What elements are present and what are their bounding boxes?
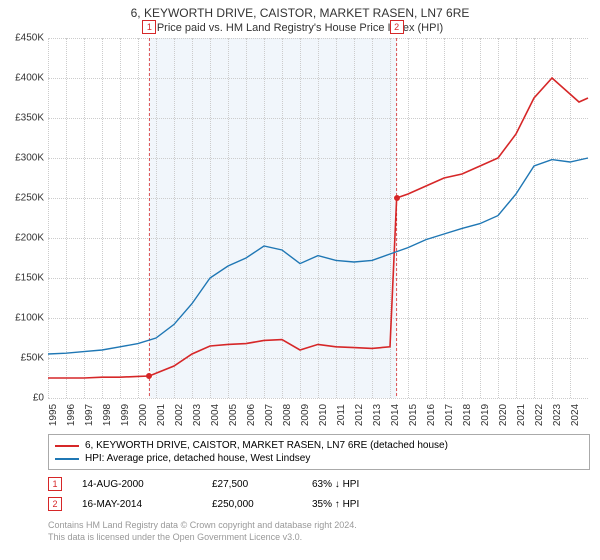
y-axis-tick: £150K bbox=[0, 273, 44, 284]
footer-line: This data is licensed under the Open Gov… bbox=[48, 532, 590, 544]
x-axis-tick: 2003 bbox=[192, 404, 203, 426]
x-axis-tick: 2001 bbox=[156, 404, 167, 426]
x-axis-tick: 2009 bbox=[300, 404, 311, 426]
transaction-price: £27,500 bbox=[212, 479, 292, 490]
sale-marker-label: 1 bbox=[142, 20, 156, 34]
x-axis-tick: 1998 bbox=[102, 404, 113, 426]
y-axis-tick: £450K bbox=[0, 33, 44, 44]
transaction-date: 16-MAY-2014 bbox=[82, 499, 192, 510]
x-axis-tick: 2012 bbox=[354, 404, 365, 426]
x-axis-tick: 2011 bbox=[336, 404, 347, 426]
chart-subtitle: Price paid vs. HM Land Registry's House … bbox=[0, 20, 600, 38]
x-axis-tick: 1995 bbox=[48, 404, 59, 426]
x-axis-tick: 2017 bbox=[444, 404, 455, 426]
transaction-row: 1 14-AUG-2000 £27,500 63% ↓ HPI bbox=[48, 474, 590, 494]
legend-item-property: 6, KEYWORTH DRIVE, CAISTOR, MARKET RASEN… bbox=[55, 439, 583, 452]
y-axis-tick: £100K bbox=[0, 313, 44, 324]
x-axis-tick: 2007 bbox=[264, 404, 275, 426]
y-axis-tick: £250K bbox=[0, 192, 44, 203]
x-axis-tick: 2018 bbox=[462, 404, 473, 426]
x-axis-tick: 2000 bbox=[138, 404, 149, 426]
series-line-hpi bbox=[48, 158, 588, 354]
x-axis-tick: 2022 bbox=[534, 404, 545, 426]
x-axis-tick: 1997 bbox=[84, 404, 95, 426]
chart-plot-area: £0£50K£100K£150K£200K£250K£300K£350K£400… bbox=[48, 38, 588, 398]
x-axis-tick: 2021 bbox=[516, 404, 527, 426]
transaction-price: £250,000 bbox=[212, 499, 292, 510]
x-axis-tick: 2005 bbox=[228, 404, 239, 426]
footer-attribution: Contains HM Land Registry data © Crown c… bbox=[48, 520, 590, 543]
legend-item-hpi: HPI: Average price, detached house, West… bbox=[55, 452, 583, 465]
series-line-property bbox=[48, 78, 588, 378]
transaction-date: 14-AUG-2000 bbox=[82, 479, 192, 490]
legend: 6, KEYWORTH DRIVE, CAISTOR, MARKET RASEN… bbox=[48, 434, 590, 470]
legend-swatch bbox=[55, 445, 79, 447]
x-axis-tick: 2019 bbox=[480, 404, 491, 426]
x-axis-tick: 2016 bbox=[426, 404, 437, 426]
x-axis-tick: 2015 bbox=[408, 404, 419, 426]
x-axis-tick: 2010 bbox=[318, 404, 329, 426]
x-axis-tick: 2002 bbox=[174, 404, 185, 426]
transaction-table: 1 14-AUG-2000 £27,500 63% ↓ HPI 2 16-MAY… bbox=[48, 474, 590, 514]
x-axis-tick: 2014 bbox=[390, 404, 401, 426]
y-axis-tick: £0 bbox=[0, 393, 44, 404]
y-axis-tick: £50K bbox=[0, 352, 44, 363]
x-axis-tick: 2023 bbox=[552, 404, 563, 426]
transaction-pct: 63% ↓ HPI bbox=[312, 479, 402, 490]
y-axis-tick: £200K bbox=[0, 233, 44, 244]
y-axis-tick: £400K bbox=[0, 72, 44, 83]
x-axis-tick: 2006 bbox=[246, 404, 257, 426]
x-axis-tick: 2013 bbox=[372, 404, 383, 426]
y-axis-tick: £300K bbox=[0, 153, 44, 164]
y-axis-tick: £350K bbox=[0, 112, 44, 123]
x-axis-tick: 1999 bbox=[120, 404, 131, 426]
transaction-marker: 1 bbox=[48, 477, 62, 491]
transaction-marker: 2 bbox=[48, 497, 62, 511]
sale-marker-label: 2 bbox=[390, 20, 404, 34]
x-axis-tick: 2004 bbox=[210, 404, 221, 426]
footer-line: Contains HM Land Registry data © Crown c… bbox=[48, 520, 590, 532]
transaction-row: 2 16-MAY-2014 £250,000 35% ↑ HPI bbox=[48, 494, 590, 514]
x-axis-tick: 1996 bbox=[66, 404, 77, 426]
x-axis-tick: 2020 bbox=[498, 404, 509, 426]
legend-swatch bbox=[55, 458, 79, 460]
x-axis-tick: 2024 bbox=[570, 404, 581, 426]
x-axis-tick: 2008 bbox=[282, 404, 293, 426]
legend-label: 6, KEYWORTH DRIVE, CAISTOR, MARKET RASEN… bbox=[85, 440, 448, 451]
legend-label: HPI: Average price, detached house, West… bbox=[85, 453, 310, 464]
transaction-pct: 35% ↑ HPI bbox=[312, 499, 402, 510]
chart-title: 6, KEYWORTH DRIVE, CAISTOR, MARKET RASEN… bbox=[0, 0, 600, 20]
